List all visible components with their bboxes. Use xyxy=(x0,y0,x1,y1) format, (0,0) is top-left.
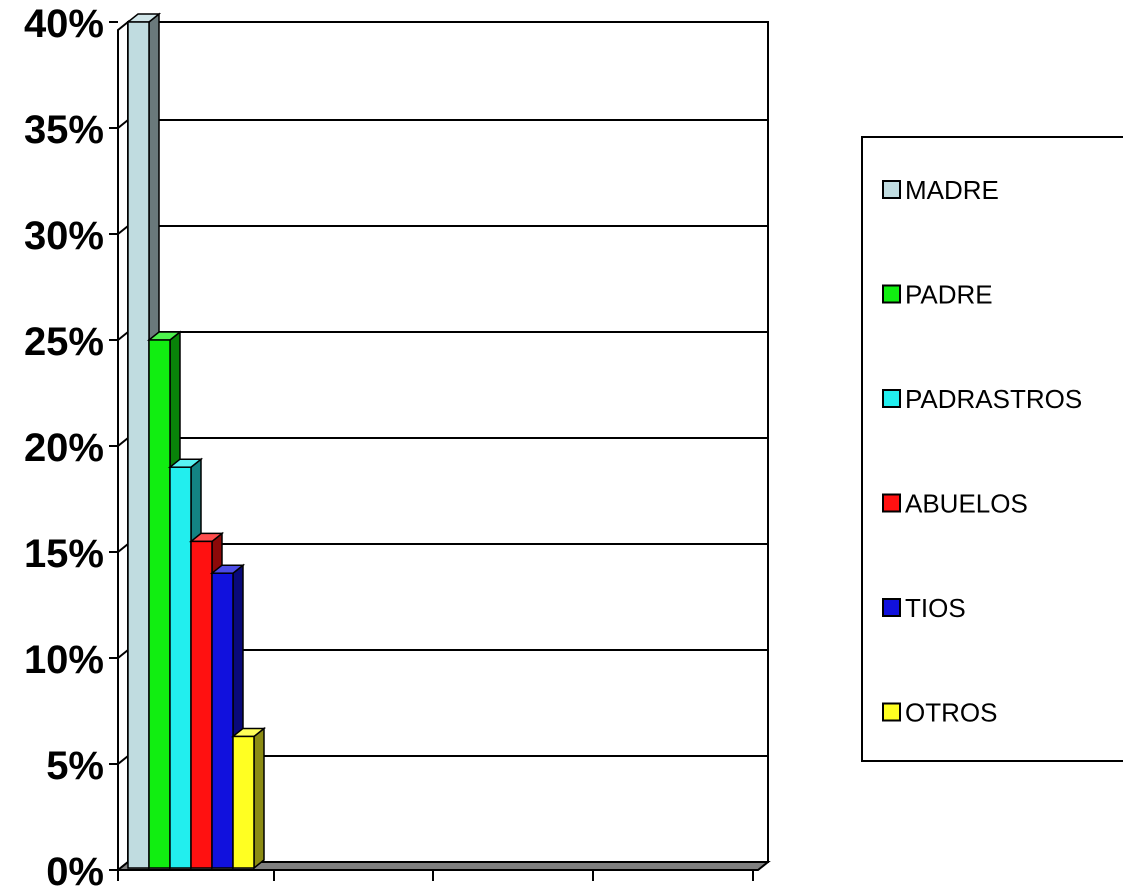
legend-swatch xyxy=(882,180,901,199)
legend-label: OTROS xyxy=(905,698,997,728)
bar xyxy=(190,540,213,869)
bar-otros xyxy=(230,726,267,870)
axes xyxy=(117,30,758,881)
y-axis-tick-labels: 0% 5% 10% 15% 20% 25% 30% 35% 40% xyxy=(24,2,104,893)
legend-swatch xyxy=(882,284,901,304)
legend-item: PADRE xyxy=(882,280,993,310)
y-tick-label: 40% xyxy=(24,2,104,46)
bar xyxy=(232,735,255,869)
legend-swatch xyxy=(882,598,901,617)
y-tick-label: 15% xyxy=(24,532,104,576)
legend-swatch xyxy=(882,493,901,513)
y-tick-label: 10% xyxy=(24,638,104,682)
bar xyxy=(148,339,171,869)
legend: MADRE PADRE PADRASTROS ABUELOS TIOS OTROS xyxy=(861,136,1123,762)
legend-swatch xyxy=(882,702,901,722)
bar xyxy=(169,466,192,869)
legend-item: OTROS xyxy=(882,698,997,728)
legend-label: TIOS xyxy=(905,593,966,623)
gridline-side xyxy=(117,543,129,553)
gridline-side xyxy=(117,331,129,341)
legend-box xyxy=(861,136,1123,762)
legend-item: PADRASTROS xyxy=(882,384,1082,414)
legend-item: ABUELOS xyxy=(882,489,1028,519)
y-tick-label: 25% xyxy=(24,320,104,364)
bar xyxy=(127,21,150,869)
y-tick-label: 30% xyxy=(24,214,104,258)
y-tick-label: 0% xyxy=(46,850,104,893)
legend-item: MADRE xyxy=(882,175,999,205)
legend-swatch xyxy=(882,389,901,408)
legend-label: PADRE xyxy=(905,280,993,310)
bar-side xyxy=(253,726,265,870)
gridline-side xyxy=(117,119,129,129)
legend-label: PADRASTROS xyxy=(905,384,1082,414)
legend-item: TIOS xyxy=(882,593,966,623)
gridline-side xyxy=(117,437,129,447)
legend-label: MADRE xyxy=(905,175,999,205)
y-tick-label: 20% xyxy=(24,426,104,470)
gridline-side xyxy=(117,649,129,659)
bar xyxy=(211,572,234,869)
y-tick-label: 35% xyxy=(24,108,104,152)
legend-label: ABUELOS xyxy=(905,489,1028,519)
bars xyxy=(125,12,267,870)
gridline-side xyxy=(117,225,129,235)
y-tick-label: 5% xyxy=(46,744,104,788)
gridline-side xyxy=(117,755,129,765)
